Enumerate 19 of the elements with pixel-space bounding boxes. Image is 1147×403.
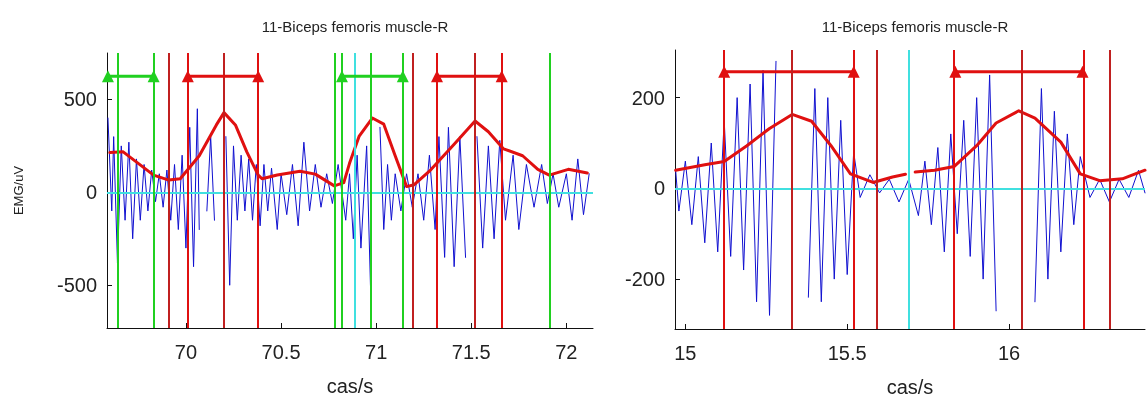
y-tick-label: 0 <box>85 181 97 204</box>
x-tick-label: 16 <box>997 342 1021 364</box>
x-tick-label: 71 <box>365 341 388 363</box>
x-tick-label: 72 <box>555 341 578 363</box>
x-axis-title: cas/s <box>326 375 374 397</box>
x-tick-label: 70 <box>174 341 198 363</box>
x-tick-label: 15 <box>674 342 697 364</box>
chart-title: 11-Biceps femoris muscle-R <box>261 18 449 35</box>
y-tick-label: 500 <box>63 88 97 111</box>
y-tick-label: 0 <box>653 177 665 200</box>
x-tick-label: 70.5 <box>261 341 301 363</box>
chart-title: 11-Biceps femoris muscle-R <box>821 18 1009 35</box>
x-tick-label: 15.5 <box>827 342 867 364</box>
y-tick-label: -200 <box>624 268 665 291</box>
y-tick-label: -500 <box>56 274 97 297</box>
y-axis-title: EMG/uV <box>11 165 26 216</box>
y-tick-label: 200 <box>631 86 665 109</box>
x-tick-label: 71.5 <box>451 341 491 363</box>
x-axis-title: cas/s <box>886 376 934 398</box>
